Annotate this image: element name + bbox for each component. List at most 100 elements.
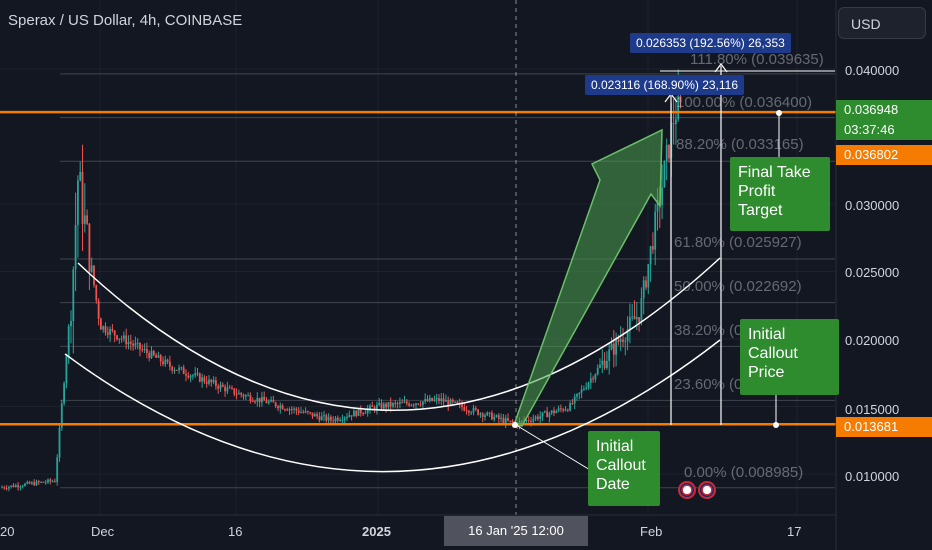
candle-body [254,401,256,403]
candle-body [95,285,98,301]
candle-body [334,417,337,422]
candle-body [175,369,178,371]
candle-body [327,416,330,421]
candle-body [118,338,121,340]
candle-body [185,373,187,376]
candle-body [486,412,489,416]
candle-body [433,399,436,401]
candle-body [668,144,670,159]
symbol-title[interactable]: Sperax / US Dollar, 4h, COINBASE [8,12,243,29]
candle-body [166,359,169,362]
candle-body [447,400,450,406]
candle-body [33,482,36,486]
candle-body [320,416,323,421]
cup-lower-curve [64,339,721,473]
candle-body [316,414,318,417]
candle-body [178,367,180,371]
candle-body [675,119,677,125]
time-tick: Feb [640,524,663,539]
initial-price-note[interactable]: Initial Callout Price [740,319,839,395]
candle-body [180,367,183,369]
candle-body [456,401,459,404]
candle-body [49,479,52,482]
candle-body [311,412,314,417]
candle-body [507,418,509,421]
candle-body [440,398,443,401]
time-tick: 16 [228,524,243,539]
candle-body [295,408,298,411]
candle-body [171,366,174,371]
candle-body [548,413,551,418]
candle-body [272,399,275,403]
candle-body [102,326,105,330]
fib-label: 61.80% (0.025927) [674,234,802,251]
candle-body [654,211,657,250]
candle-body [238,392,240,395]
candle-body [353,410,355,417]
candle-body [626,329,629,342]
candle-body [256,397,259,402]
candle-body [442,398,445,402]
candle-body [212,380,215,383]
candle-body [468,410,470,413]
candle-body [141,349,144,351]
measurement-label[interactable]: 0.023116 (168.90%) 23,116 [585,75,745,95]
candle-body [511,420,514,423]
final-target-note[interactable]: Final Take Profit Target [730,157,830,231]
candle-body [139,342,141,350]
candle-body [647,264,650,288]
time-tick: 17 [787,524,802,539]
candle-body [610,343,613,350]
candle-body [318,416,321,421]
candle-body [357,408,360,416]
candle-body [502,417,505,423]
candle-body [539,416,542,419]
candle-body [284,409,286,411]
initial-date-note[interactable]: Initial Callout Date [588,431,660,506]
candle-body [77,180,79,225]
candle-body [54,481,56,483]
candle-body [125,335,128,345]
candle-body [619,339,622,342]
us-flag-event-icon[interactable] [698,481,716,499]
candle-body [88,223,91,272]
candle-body [484,415,486,417]
candle-body [290,408,293,410]
candle-body [1,487,3,489]
candle-body [150,350,153,358]
candle-body [599,364,601,368]
candle-body [120,338,123,340]
candle-body [208,379,210,384]
candle-body [28,482,31,484]
currency-selector[interactable]: USD [838,7,926,39]
candle-body [157,355,160,358]
candle-body [366,408,369,413]
price-tick: 0.010000 [845,469,900,484]
candle-body [279,405,282,409]
candle-body [364,412,367,414]
candle-body [74,224,77,270]
candle-body [576,393,578,397]
candle-body [219,384,222,389]
candle-body [566,409,569,411]
measurement-label[interactable]: 0.026353 (192.56%) 26,353 [630,33,791,53]
candle-body [228,387,231,389]
candle-body [612,343,615,355]
us-flag-event-icon[interactable] [678,481,696,499]
candle-body [543,411,546,413]
candle-body [146,349,148,354]
candle-body [83,215,86,225]
candle-body [123,335,125,339]
candle-body [672,123,675,125]
candle-body [350,415,353,417]
candle-body [424,398,427,402]
candle-body [270,399,272,402]
candle-body [534,416,537,419]
callout-connector [515,424,601,477]
candle-body [72,269,75,321]
candle-body [396,403,399,405]
candle-body [525,419,528,422]
candle-body [491,412,493,420]
candle-body [3,487,6,489]
